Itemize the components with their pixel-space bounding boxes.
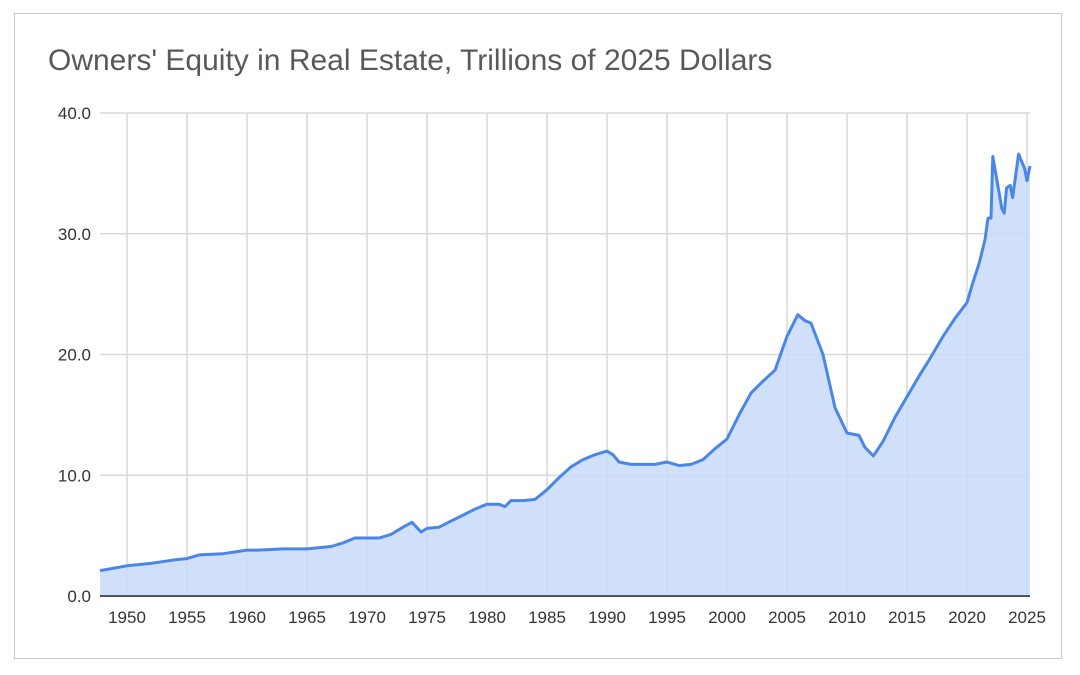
x-tick-label: 1960 <box>228 608 266 627</box>
series-line <box>99 152 1032 573</box>
x-tick-label: 1975 <box>408 608 446 627</box>
x-tick-label: 1990 <box>588 608 626 627</box>
x-tick-label: 2005 <box>768 608 806 627</box>
x-tick-label: 1950 <box>108 608 146 627</box>
x-tick-label: 2025 <box>1008 608 1046 627</box>
x-tick-label: 1955 <box>168 608 206 627</box>
tick-labels: 0.0 10.0 20.0 30.0 40.0 1950 1955 1960 1965 1970 1… <box>58 104 1046 627</box>
x-tick-label: 1970 <box>348 608 386 627</box>
x-tick-label: 2020 <box>948 608 986 627</box>
y-tick-label: 40.0 <box>58 104 91 123</box>
x-tick-label: 1995 <box>648 608 686 627</box>
y-tick-label: 0.0 <box>67 587 91 606</box>
x-tick-label: 2010 <box>828 608 866 627</box>
x-tick-label: 2015 <box>888 608 926 627</box>
chart-frame <box>14 13 1062 659</box>
y-tick-label: 20.0 <box>58 346 91 365</box>
x-tick-label: 1965 <box>288 608 326 627</box>
series <box>99 152 1032 597</box>
y-tick-label: 10.0 <box>58 466 91 485</box>
x-tick-label: 1985 <box>528 608 566 627</box>
series-area-fill <box>100 154 1030 596</box>
chart-title: Owners' Equity in Real Estate, Trillions… <box>48 44 773 77</box>
x-tick-label: 2000 <box>708 608 746 627</box>
y-tick-label: 30.0 <box>58 225 91 244</box>
x-tick-label: 1980 <box>468 608 506 627</box>
